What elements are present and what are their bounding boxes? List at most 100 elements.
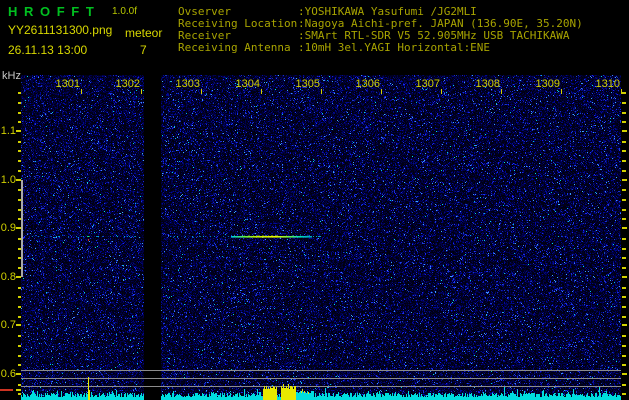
freq-minor-tick [18,267,21,269]
time-tick [501,89,502,94]
freq-label: 1.1 [0,125,16,137]
info-label: Receiver [178,29,231,42]
station-info: Ovserver :YOSHIKAWA Yasufumi /JG2MLI Rece… [178,6,583,54]
time-label: 1302 [115,78,140,90]
time-label: 1309 [535,78,560,90]
freq-minor-tick-right [622,218,626,220]
freq-minor-tick-right [622,355,626,357]
freq-minor-tick-right [622,364,626,366]
info-row-antenna: Receiving Antenna :10mH 3el.YAGI Horizont… [178,42,583,54]
freq-major-tick [16,130,21,132]
time-tick [441,89,442,94]
freq-minor-tick [18,102,21,104]
freq-major-tick [16,324,21,326]
freq-minor-tick [18,345,21,347]
info-value: :SMArt RTL-SDR V5 52.905MHz USB TACHIKAW… [298,29,570,42]
freq-minor-tick [18,384,21,386]
time-label: 1306 [355,78,380,90]
time-tick [561,89,562,94]
time-label: 1305 [295,78,320,90]
calibration-bar [21,180,23,277]
level-marker-red [0,389,13,391]
freq-major-tick-right [622,373,627,375]
time-label: 1310 [595,78,620,90]
info-value: :YOSHIKAWA Yasufumi /JG2MLI [298,5,477,18]
time-label: 1307 [415,78,440,90]
spectrogram-canvas [21,75,621,400]
freq-minor-tick-right [622,335,626,337]
freq-major-tick [16,276,21,278]
time-label: 1301 [55,78,80,90]
freq-minor-tick [18,355,21,357]
time-tick [321,89,322,94]
info-label: Receiving Location [178,17,298,30]
freq-minor-tick [18,364,21,366]
freq-minor-tick [18,306,21,308]
freq-minor-tick-right [622,287,626,289]
freq-minor-tick [18,92,21,94]
time-tick [621,89,622,94]
freq-minor-tick [18,199,21,201]
freq-minor-tick-right [622,345,626,347]
freq-minor-tick [18,287,21,289]
freq-minor-tick-right [622,393,626,395]
freq-minor-tick-right [622,160,626,162]
time-label: 1303 [175,78,200,90]
freq-major-tick-right [622,179,627,181]
time-label: 1308 [475,78,500,90]
info-row-receiver: Receiver :SMArt RTL-SDR V5 52.905MHz USB … [178,30,583,42]
time-tick [201,89,202,94]
freq-major-tick [16,227,21,229]
freq-major-tick-right [622,324,627,326]
freq-minor-tick-right [622,306,626,308]
freq-minor-tick-right [622,189,626,191]
info-label: Receiving Antenna [178,41,291,54]
freq-label: 1.0 [0,174,16,186]
time-tick [141,89,142,94]
time-tick [261,89,262,94]
freq-label: 0.7 [0,319,16,331]
output-filename: YY2611131300.png [8,23,113,37]
freq-minor-tick [18,296,21,298]
info-label: Ovserver [178,5,231,18]
time-tick [381,89,382,94]
freq-minor-tick [18,121,21,123]
freq-minor-tick-right [622,102,626,104]
freq-major-tick-right [622,276,627,278]
freq-minor-tick-right [622,150,626,152]
mode-label: meteor [125,26,163,40]
freq-minor-tick [18,238,21,240]
freq-label: 0.6 [0,368,16,380]
freq-major-tick [16,179,21,181]
echo-count: 7 [140,43,147,57]
app-version: 1.0.0f [112,6,138,17]
freq-unit-label: kHz [2,70,21,82]
freq-minor-tick [18,112,21,114]
freq-minor-tick-right [622,121,626,123]
freq-minor-tick-right [622,112,626,114]
freq-minor-tick-right [622,257,626,259]
observation-datetime: 26.11.13 13:00 [8,43,88,57]
freq-minor-tick-right [622,384,626,386]
freq-minor-tick-right [622,141,626,143]
freq-minor-tick-right [622,296,626,298]
info-row-location: Receiving Location:Nagoya Aichi-pref. JA… [178,18,583,30]
info-value: :10mH 3el.YAGI Horizontal:ENE [298,41,491,54]
app-title: H R O F F T [8,4,96,19]
time-tick [81,89,82,94]
freq-minor-tick [18,257,21,259]
freq-minor-tick [18,393,21,395]
freq-minor-tick [18,160,21,162]
freq-minor-tick-right [622,248,626,250]
info-value: :Nagoya Aichi-pref. JAPAN (136.90E, 35.2… [298,17,583,30]
freq-label: 0.8 [0,271,16,283]
time-label: 1304 [235,78,260,90]
freq-major-tick [16,373,21,375]
freq-minor-tick-right [622,267,626,269]
freq-minor-tick [18,218,21,220]
freq-minor-tick [18,209,21,211]
freq-minor-tick [18,141,21,143]
freq-major-tick-right [622,227,627,229]
freq-minor-tick [18,189,21,191]
